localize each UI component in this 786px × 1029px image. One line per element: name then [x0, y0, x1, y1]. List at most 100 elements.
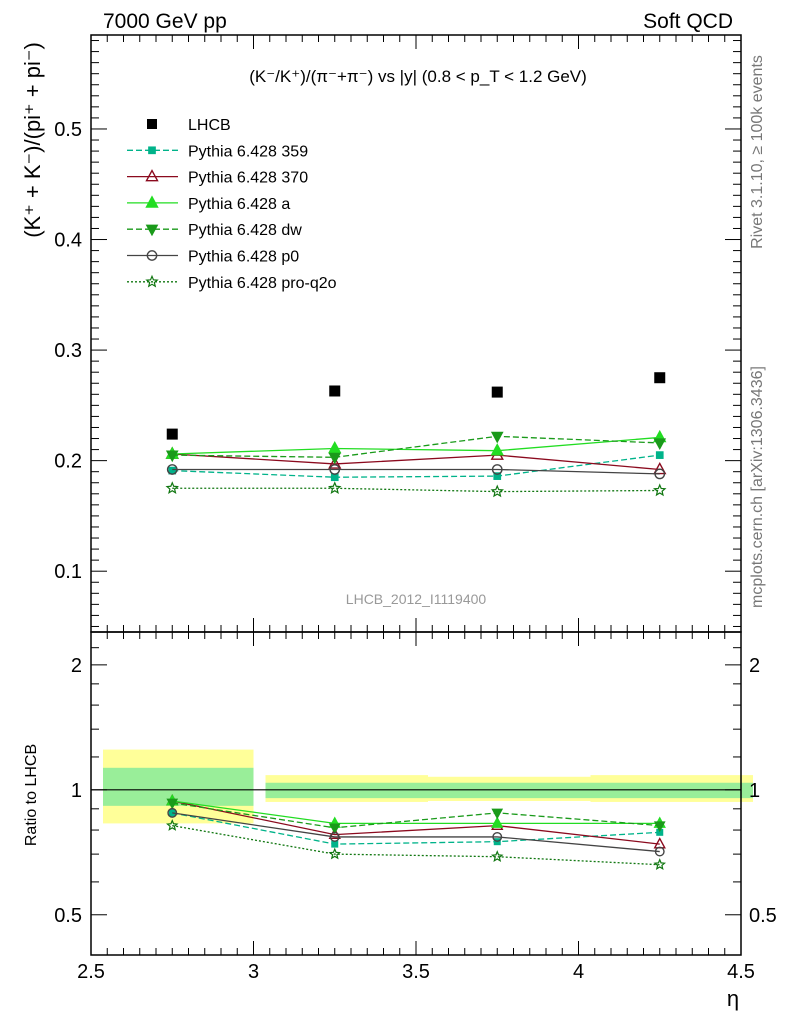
data-point: [328, 452, 342, 465]
ratio-data-point: [328, 823, 341, 835]
data-point: [165, 481, 179, 494]
series-line: [172, 453, 660, 471]
legend-label: Pythia 6.428 dw: [188, 222, 302, 239]
y-tick-label: 0.4: [54, 230, 82, 252]
legend-marker: [147, 119, 157, 129]
main-panel: 0.1 0.2 0.3 0.4 0.5 (K⁺ + K⁻)/(pi⁺ + pi⁻) (K⁻/…: [20, 34, 742, 633]
legend-marker: [148, 146, 156, 155]
data-point: [329, 385, 341, 397]
ratio-series-line: [172, 812, 660, 853]
legend-marker: [145, 169, 159, 182]
ratio-series-line: [172, 824, 660, 866]
ratio-data-point: [654, 846, 665, 857]
series-1: [168, 451, 664, 482]
ratio-series-line: [172, 812, 660, 845]
plot-title: (K⁻/K⁺)/(π⁻+π⁻) vs |y| (0.8 < p_T < 1.2 …: [249, 67, 587, 86]
rivet-label: Rivet 3.1.10, ≥ 100k events: [749, 55, 766, 249]
analysis-watermark: LHCB_2012_I1119400: [346, 591, 487, 607]
ratio-data-point: [656, 828, 664, 836]
data-point: [653, 438, 667, 451]
legend-marker: [145, 224, 159, 237]
data-point: [493, 472, 502, 480]
uncertainty-band-stat: [265, 782, 428, 799]
data-point: [655, 451, 664, 459]
ratio-data-point: [653, 858, 667, 871]
data-point: [328, 481, 342, 494]
data-point: [166, 428, 178, 440]
data-point: [490, 431, 504, 444]
ratio-series-line: [172, 802, 660, 829]
ratio-data-point: [653, 821, 666, 833]
y-tick-label-right: 0.5: [749, 905, 777, 927]
data-point: [165, 450, 179, 463]
ratio-data-point: [329, 831, 340, 842]
y-tick-label-right: 1: [749, 780, 760, 802]
legend-label: Pythia 6.428 359: [188, 143, 308, 160]
data-point: [490, 443, 504, 456]
uncertainty-band-stat: [103, 767, 254, 806]
legend-marker: [146, 250, 158, 261]
ratio-data-point: [331, 840, 339, 848]
data-point: [330, 473, 339, 482]
y-tick-label: 0.2: [54, 451, 82, 473]
data-point: [490, 484, 504, 498]
series-line: [172, 468, 660, 475]
y-tick-label: 2: [71, 655, 82, 677]
ratio-data-point: [166, 819, 179, 831]
x-tick-label: 4: [573, 961, 584, 983]
data-point: [491, 386, 503, 398]
x-tick-label: 4.5: [727, 961, 755, 983]
data-point: [654, 468, 666, 480]
data-point: [166, 464, 178, 475]
uncertainty-band-stat: [428, 782, 591, 799]
data-point: [328, 456, 342, 469]
ratio-series-line: [172, 800, 660, 845]
x-axis-label: η: [727, 986, 739, 1011]
ratio-y-axis-label: Ratio to LHCB: [23, 744, 40, 846]
legend-label: Pythia 6.428 pro-q2o: [188, 275, 337, 292]
ratio-data-point: [167, 807, 178, 818]
data-point: [168, 466, 177, 475]
ratio-data-point: [166, 798, 179, 810]
ratio-series-3: [166, 798, 666, 835]
series-4: [165, 431, 667, 465]
legend-label: Pythia 6.428 a: [188, 196, 290, 213]
x-tick-label: 2.5: [77, 961, 105, 983]
ratio-series-4: [167, 807, 665, 857]
data-point: [653, 483, 667, 497]
x-tick-label: 3: [248, 961, 259, 983]
series-6: [165, 481, 667, 498]
y-axis-label: (K⁺ + K⁻)/(pi⁺ + pi⁻): [20, 42, 45, 238]
data-point: [491, 464, 503, 475]
data-point: [654, 372, 666, 384]
legend-label: Pythia 6.428 370: [188, 170, 308, 187]
series-0: [166, 372, 666, 440]
legend-label: Pythia 6.428 p0: [188, 249, 299, 266]
y-tick-label: 0.5: [54, 905, 82, 927]
ratio-data-point: [491, 850, 504, 863]
data-point: [329, 464, 341, 475]
y-tick-label: 0.5: [54, 119, 82, 141]
series-line: [172, 435, 660, 458]
series-line: [172, 487, 660, 493]
mcplots-label: mcplots.cern.ch [arXiv:1306.3436]: [749, 366, 766, 608]
ratio-series-line: [172, 800, 660, 825]
y-tick-label-right: 2: [749, 655, 760, 677]
y-tick-label: 0.1: [54, 561, 82, 583]
series-3: [165, 429, 667, 459]
legend-marker: [145, 274, 159, 288]
ratio-data-point: [491, 816, 504, 828]
y-tick-label: 1: [71, 780, 82, 802]
ratio-panel: 0.5 0.5 1 1 2 2 2.5 3 3.5 4 4.5 Ratio to LHCB η: [23, 631, 777, 1011]
uncertainty-band-stat: [590, 782, 753, 799]
series-line: [172, 436, 660, 455]
legend-marker: [145, 195, 159, 208]
legend-label: LHCB: [188, 117, 231, 134]
series-line: [172, 454, 660, 478]
data-point: [328, 440, 342, 454]
y-tick-label: 0.3: [54, 340, 82, 362]
series-5: [166, 464, 666, 480]
ratio-data-point: [491, 808, 504, 820]
header-left: 7000 GeV pp: [103, 10, 227, 33]
